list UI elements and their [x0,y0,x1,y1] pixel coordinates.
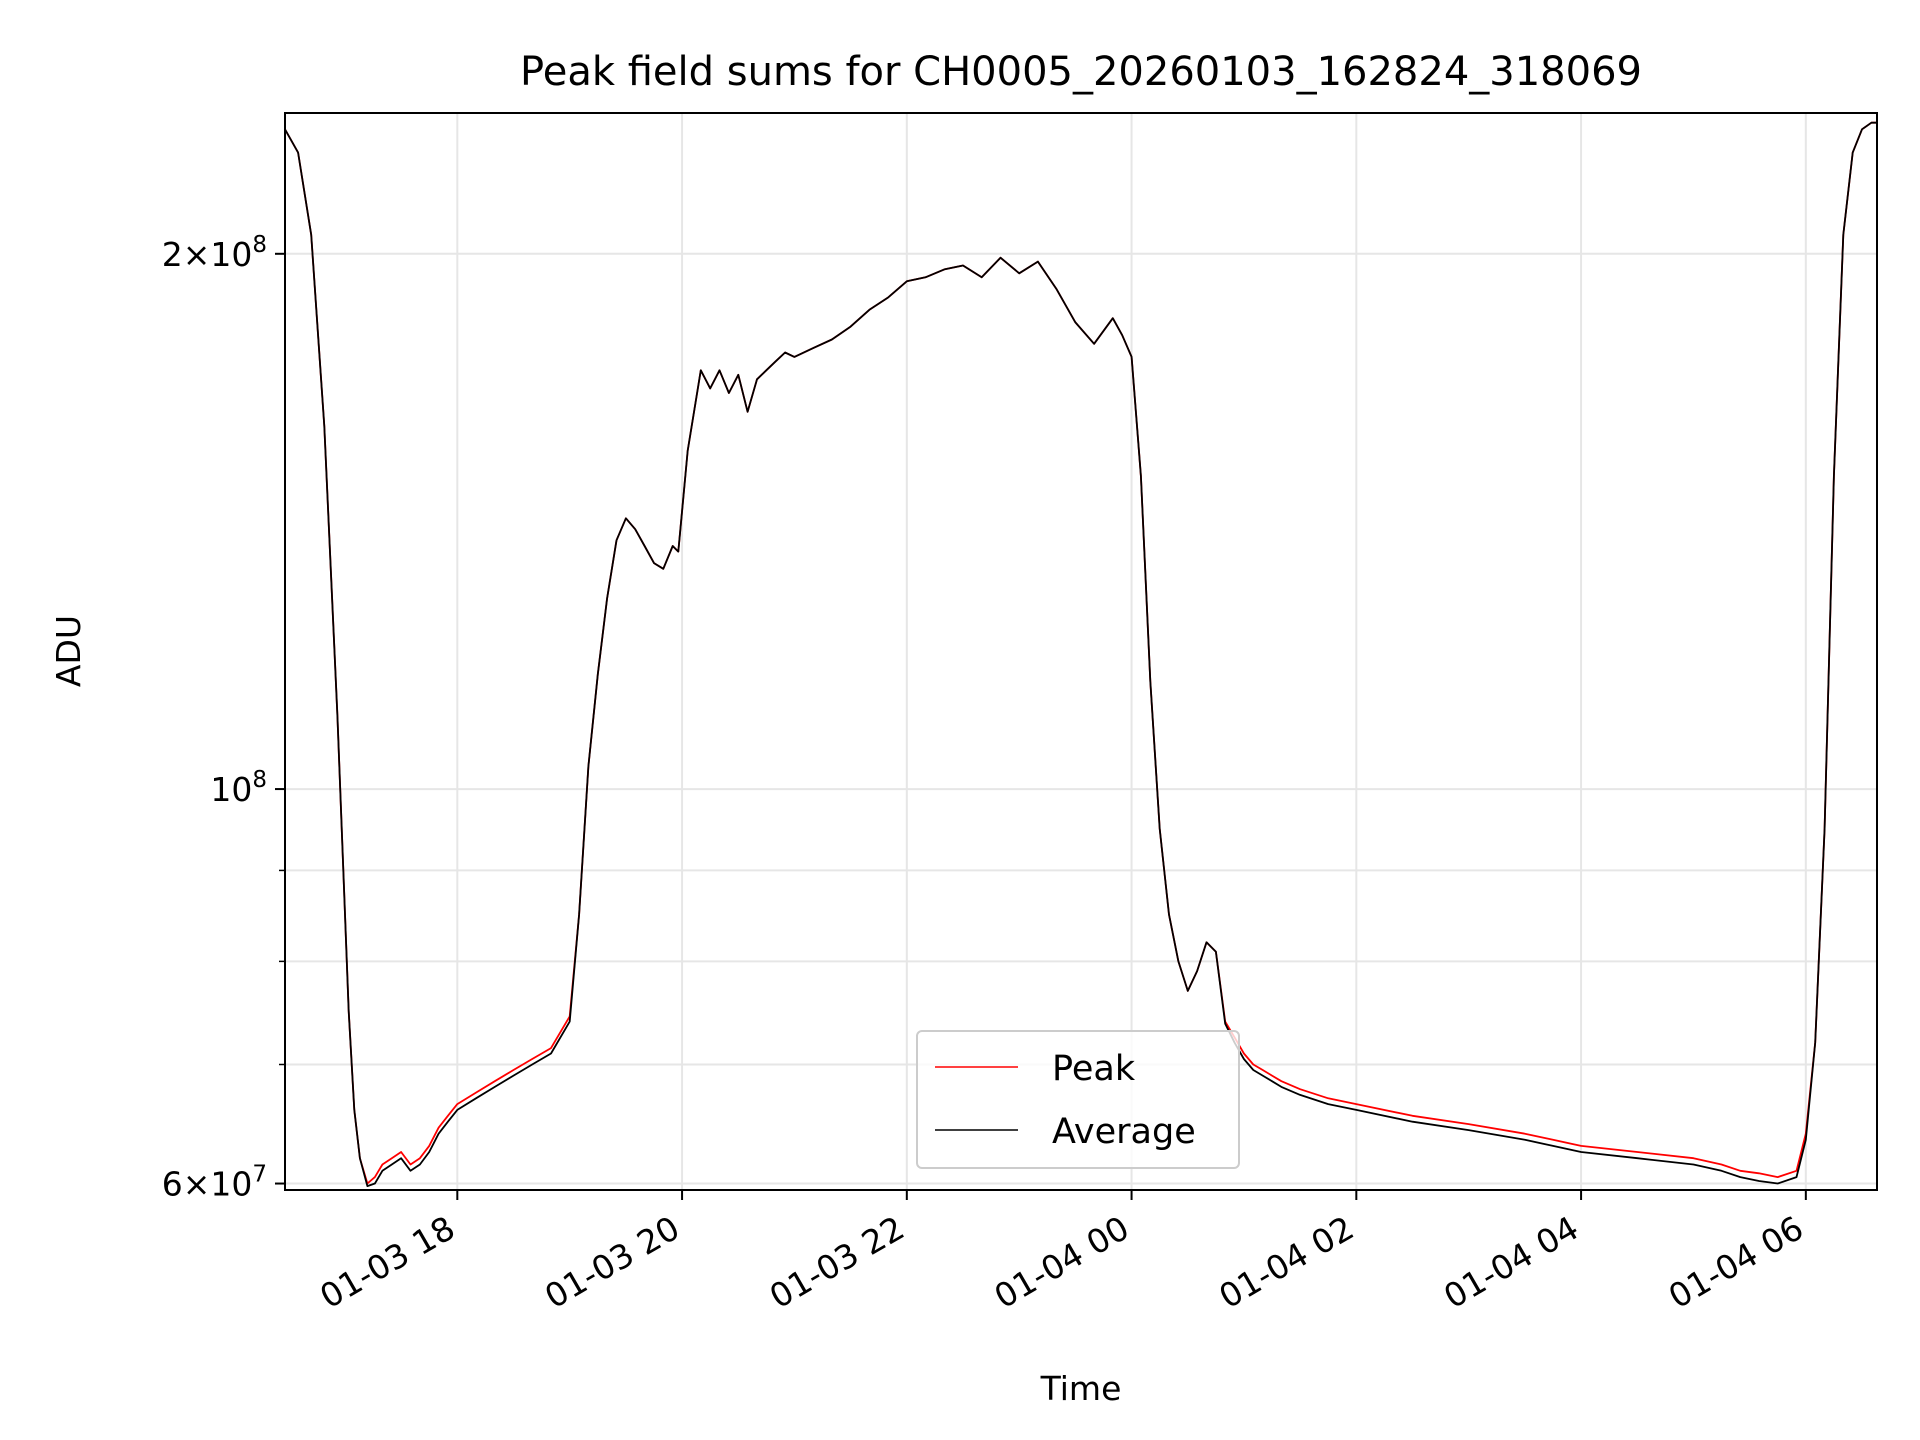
y-axis-label: ADU [49,615,88,687]
plot-background [285,113,1877,1190]
x-tick-label: 01-03 18 [313,1208,461,1316]
x-tick-label: 01-03 20 [538,1208,686,1316]
y-tick-label: 2×108 [162,232,267,274]
legend-box [916,1030,1240,1169]
x-axis-label: Time [1040,1369,1122,1408]
series-line-average [284,121,1877,1187]
series-lines [284,121,1877,1187]
legend-label-peak: Peak [1052,1049,1136,1089]
legend-label-average: Average [1052,1112,1196,1152]
x-tick-label: 01-04 06 [1662,1208,1810,1316]
x-tick-label: 01-03 22 [763,1208,911,1316]
legend: Peak Average [916,1030,1240,1169]
y-tick-label: 108 [210,767,267,809]
y-tick-label: 6×107 [162,1162,267,1204]
x-tick-label: 01-04 00 [988,1208,1136,1316]
chart-title: Peak field sums for CH0005_20260103_1628… [520,49,1642,95]
x-tick-label: 01-04 04 [1437,1208,1585,1316]
plot-frame [284,112,1878,1191]
grid-lines [285,113,1877,1190]
x-tick-label: 01-04 02 [1212,1208,1360,1316]
